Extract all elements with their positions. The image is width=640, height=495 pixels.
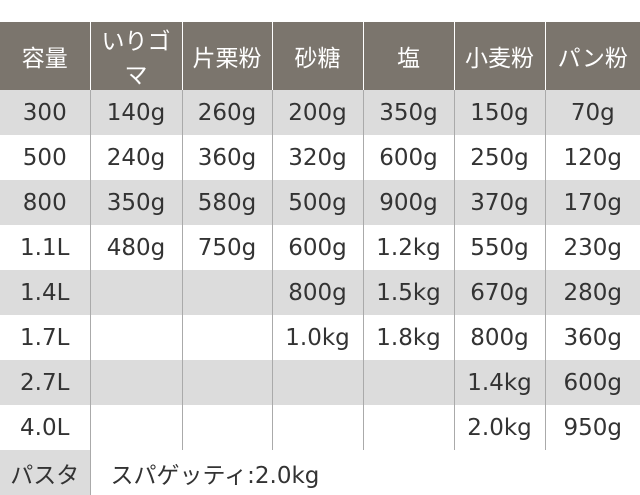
empty-cell bbox=[89, 360, 182, 405]
header-cell: パン粉 bbox=[544, 22, 640, 90]
cell: 800g bbox=[453, 315, 545, 360]
header-row: 容量 いりゴマ 片栗粉 砂糖塩小麦粉 パン粉 bbox=[0, 22, 640, 90]
cell: 170g bbox=[544, 180, 640, 225]
empty-cell bbox=[362, 360, 454, 405]
cell: 1.5kg bbox=[362, 270, 454, 315]
empty-cell bbox=[89, 405, 182, 450]
header-cell: 砂糖 bbox=[271, 22, 363, 90]
cell: 1.0kg bbox=[271, 315, 363, 360]
row-label: 4.0L bbox=[20, 414, 70, 441]
cell: 280g bbox=[544, 270, 640, 315]
table-row: 1.1L 480g 750g 600g 1.2kg 550g 230g bbox=[0, 225, 640, 270]
row-label: 1.1L bbox=[20, 234, 70, 261]
note-cell: スパゲッティ:2.0kg bbox=[89, 450, 640, 495]
cell: 480g bbox=[89, 225, 182, 270]
cell: 150g bbox=[453, 90, 545, 135]
empty-cell bbox=[181, 315, 272, 360]
cell: 670g bbox=[453, 270, 545, 315]
row-label: 2.7L bbox=[0, 360, 90, 405]
header-cell: 容量 bbox=[0, 22, 90, 90]
cell: 1.2kg bbox=[362, 225, 454, 270]
cell: 230g bbox=[544, 225, 640, 270]
cell: 580g bbox=[181, 180, 272, 225]
cell: 800g bbox=[271, 270, 363, 315]
empty-cell bbox=[362, 405, 454, 450]
empty-cell bbox=[181, 405, 272, 450]
empty-cell bbox=[89, 270, 182, 315]
cell: 900g bbox=[362, 180, 454, 225]
table-row: 1.7L 1.0kg 1.8kg 800g 360g bbox=[0, 315, 640, 360]
header-cell: 片栗粉 bbox=[181, 22, 272, 90]
cell: 200g bbox=[271, 90, 363, 135]
cell: 550g bbox=[453, 225, 545, 270]
row-label: 500 bbox=[22, 144, 67, 171]
row-label: 1.4L bbox=[0, 270, 90, 315]
table-row: 4.0L 2.0kg 950g bbox=[0, 405, 640, 450]
empty-cell bbox=[271, 405, 363, 450]
cell: 2.0kg bbox=[453, 405, 545, 450]
table-row: 800 350g 580g 500g 900g 370g 170g bbox=[0, 180, 640, 225]
empty-cell bbox=[271, 360, 363, 405]
cell: 120g bbox=[544, 135, 640, 180]
cell: 360g bbox=[544, 315, 640, 360]
cell: 1.4kg bbox=[453, 360, 545, 405]
footer-row: パスタ スパゲッティ:2.0kg bbox=[0, 450, 640, 495]
cell: 320g bbox=[271, 135, 363, 180]
header-cell: 塩 bbox=[362, 22, 454, 90]
cell: 250g bbox=[453, 135, 545, 180]
cell: 1.8kg bbox=[362, 315, 454, 360]
cell: 600g bbox=[362, 135, 454, 180]
page: {"table":{"header":["容量","いりゴマ","片栗粉","砂… bbox=[0, 22, 640, 495]
row-label: 300 bbox=[0, 90, 90, 135]
empty-cell bbox=[181, 360, 272, 405]
row-label: 800 bbox=[0, 180, 90, 225]
capacity-table: 容量 いりゴマ 片栗粉 砂糖塩小麦粉 パン粉 300 140g 260g 200g 350g 15… bbox=[0, 22, 640, 495]
table-row: 2.7L 1.4kg 600g bbox=[0, 360, 640, 405]
cell: 70g bbox=[544, 90, 640, 135]
cell: 600g bbox=[544, 360, 640, 405]
cell: 600g bbox=[271, 225, 363, 270]
table-row: 500 240g 360g 320g 600g 250g 120g bbox=[0, 135, 640, 180]
row-label: パスタ bbox=[0, 450, 90, 495]
cell: 240g bbox=[89, 135, 182, 180]
table-container: 容量 いりゴマ 片栗粉 砂糖塩小麦粉 パン粉 300 140g 260g 200g 350g 15… bbox=[0, 22, 640, 495]
header-cell: いりゴマ bbox=[89, 22, 182, 90]
empty-cell bbox=[181, 270, 272, 315]
cell: 500g bbox=[271, 180, 363, 225]
table-row: 300 140g 260g 200g 350g 150g 70g bbox=[0, 90, 640, 135]
empty-cell bbox=[89, 315, 182, 360]
cell: 350g bbox=[89, 180, 182, 225]
cell: 360g bbox=[181, 135, 272, 180]
header-cell: 小麦粉 bbox=[453, 22, 545, 90]
cell: 350g bbox=[362, 90, 454, 135]
row-label: 1.7L bbox=[20, 324, 70, 351]
cell: 370g bbox=[453, 180, 545, 225]
cell: 140g bbox=[89, 90, 182, 135]
cell: 260g bbox=[181, 90, 272, 135]
cell: 750g bbox=[181, 225, 272, 270]
cell: 950g bbox=[544, 405, 640, 450]
table-row: 1.4L 800g 1.5kg 670g 280g bbox=[0, 270, 640, 315]
